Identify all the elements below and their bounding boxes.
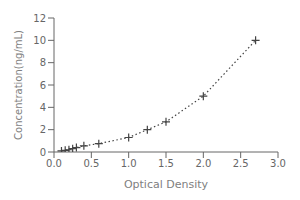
svg-text:2.0: 2.0 (195, 158, 211, 169)
svg-text:0.5: 0.5 (83, 158, 99, 169)
svg-text:0: 0 (40, 147, 46, 158)
svg-text:12: 12 (33, 13, 46, 24)
svg-text:Optical Density: Optical Density (124, 178, 209, 191)
svg-text:1.5: 1.5 (158, 158, 174, 169)
svg-text:Concentration(ng/mL): Concentration(ng/mL) (13, 30, 24, 140)
svg-text:4: 4 (40, 102, 46, 113)
svg-text:1.0: 1.0 (121, 158, 137, 169)
svg-text:2.5: 2.5 (233, 158, 249, 169)
svg-text:0.0: 0.0 (46, 158, 62, 169)
svg-text:8: 8 (40, 57, 46, 68)
svg-text:3.0: 3.0 (270, 158, 286, 169)
svg-text:2: 2 (40, 124, 46, 135)
svg-text:6: 6 (40, 80, 46, 91)
svg-text:10: 10 (33, 35, 46, 46)
